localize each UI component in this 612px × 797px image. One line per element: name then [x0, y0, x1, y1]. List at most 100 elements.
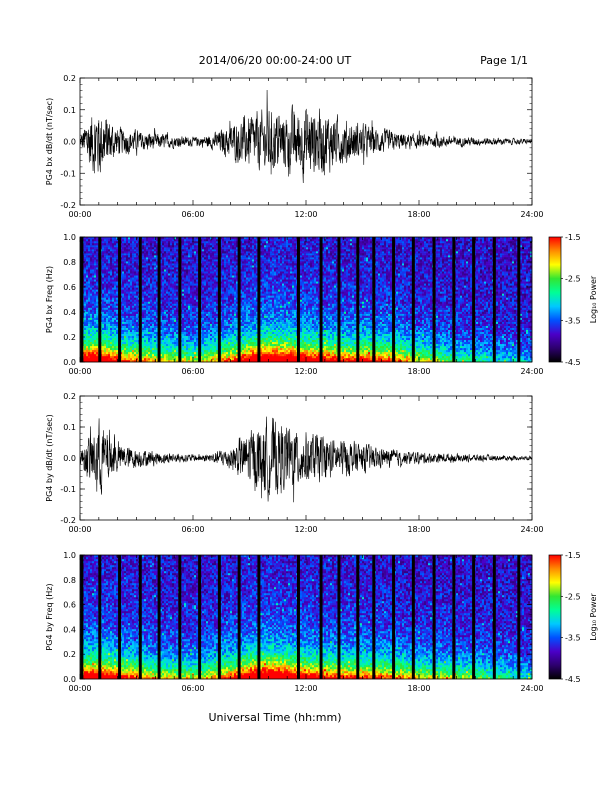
heatmap-cell [208, 243, 210, 245]
heatmap-cell [234, 304, 236, 306]
heatmap-cell [154, 328, 156, 330]
heatmap-cell [164, 322, 166, 324]
heatmap-cell [128, 354, 130, 356]
heatmap-cell [150, 304, 152, 306]
heatmap-cell [102, 255, 104, 257]
heatmap-cell [96, 269, 98, 271]
heatmap-cell [170, 348, 172, 350]
heatmap-cell [104, 265, 106, 267]
heatmap-cell [214, 338, 216, 340]
heatmap-cell [196, 289, 198, 291]
heatmap-cell [128, 289, 130, 291]
heatmap-cell [154, 289, 156, 291]
heatmap-cell [202, 346, 204, 348]
heatmap-cell [202, 308, 204, 310]
heatmap-cell [230, 350, 232, 352]
heatmap-cell [132, 338, 134, 340]
heatmap-cell [88, 314, 90, 316]
heatmap-cell [168, 304, 170, 306]
heatmap-cell [226, 354, 228, 356]
heatmap-cell [86, 310, 88, 312]
heatmap-cell [204, 348, 206, 350]
heatmap-cell [192, 330, 194, 332]
heatmap-cell [202, 358, 204, 360]
heatmap-cell [182, 259, 184, 261]
heatmap-cell [204, 328, 206, 330]
heatmap-cell [208, 306, 210, 308]
heatmap-cell [114, 334, 116, 336]
heatmap-cell [170, 318, 172, 320]
heatmap-cell [170, 322, 172, 324]
heatmap-cell [142, 271, 144, 273]
heatmap-cell [88, 261, 90, 263]
heatmap-cell [152, 259, 154, 261]
heatmap-cell [186, 253, 188, 255]
heatmap-cell [116, 334, 118, 336]
heatmap-cell [164, 344, 166, 346]
heatmap-cell [108, 241, 110, 243]
heatmap-cell [86, 285, 88, 287]
heatmap-cell [102, 316, 104, 318]
heatmap-cell [192, 318, 194, 320]
heatmap-cell [204, 289, 206, 291]
heatmap-cell [222, 285, 224, 287]
heatmap-cell [122, 338, 124, 340]
heatmap-cell [222, 253, 224, 255]
heatmap-cell [146, 277, 148, 279]
heatmap-cell [104, 285, 106, 287]
heatmap-cell [162, 247, 164, 249]
heatmap-cell [176, 265, 178, 267]
heatmap-cell [122, 279, 124, 281]
heatmap-cell [164, 297, 166, 299]
heatmap-cell [86, 239, 88, 241]
heatmap-cell [214, 322, 216, 324]
heatmap-cell [154, 243, 156, 245]
heatmap-cell [232, 285, 234, 287]
heatmap-cell [136, 356, 138, 358]
heatmap-cell [230, 255, 232, 257]
heatmap-cell [114, 295, 116, 297]
heatmap-cell [232, 275, 234, 277]
heatmap-cell [182, 342, 184, 344]
heatmap-cell [124, 348, 126, 350]
heatmap-cell [116, 304, 118, 306]
heatmap-cell [108, 279, 110, 281]
heatmap-cell [92, 354, 94, 356]
heatmap-cell [214, 295, 216, 297]
heatmap-cell [222, 271, 224, 273]
heatmap-cell [210, 304, 212, 306]
heatmap-cell [230, 332, 232, 334]
heatmap-cell [128, 310, 130, 312]
heatmap-cell [96, 289, 98, 291]
heatmap-cell [96, 253, 98, 255]
heatmap-cell [176, 275, 178, 277]
heatmap-cell [152, 253, 154, 255]
heatmap-cell [226, 302, 228, 304]
heatmap-cell [226, 239, 228, 241]
heatmap-cell [102, 289, 104, 291]
heatmap-cell [108, 308, 110, 310]
heatmap-cell [124, 356, 126, 358]
heatmap-cell [176, 304, 178, 306]
heatmap-cell [122, 332, 124, 334]
heatmap-cell [122, 289, 124, 291]
heatmap-cell [96, 314, 98, 316]
heatmap-cell [228, 350, 230, 352]
heatmap-cell [232, 293, 234, 295]
heatmap-cell [192, 306, 194, 308]
heatmap-cell [154, 332, 156, 334]
heatmap-cell [124, 259, 126, 261]
heatmap-cell [136, 302, 138, 304]
heatmap-cell [130, 251, 132, 253]
heatmap-cell [122, 287, 124, 289]
heatmap-cell [114, 356, 116, 358]
heatmap-cell [214, 243, 216, 245]
heatmap-cell [184, 320, 186, 322]
heatmap-cell [86, 346, 88, 348]
heatmap-cell [104, 356, 106, 358]
heatmap-cell [126, 249, 128, 251]
heatmap-cell [232, 320, 234, 322]
heatmap-cell [190, 314, 192, 316]
heatmap-cell [150, 310, 152, 312]
heatmap-cell [150, 328, 152, 330]
